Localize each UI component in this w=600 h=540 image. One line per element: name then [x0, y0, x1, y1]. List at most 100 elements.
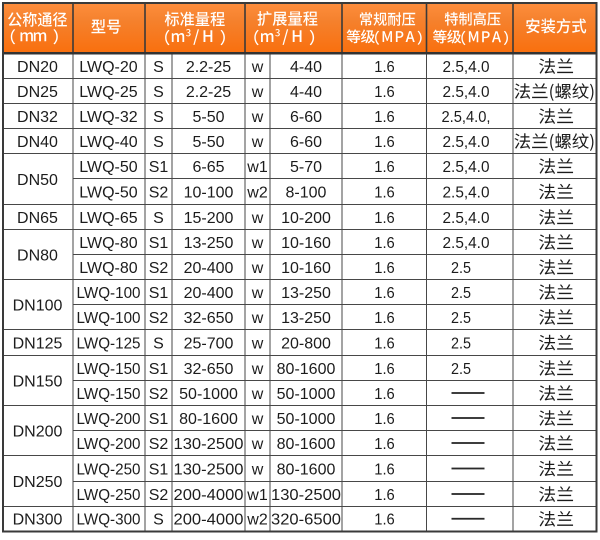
- svg-text:S2: S2: [149, 436, 169, 453]
- svg-text:S2: S2: [149, 260, 169, 277]
- svg-text:1.6: 1.6: [374, 512, 395, 529]
- svg-text:LWQ-125: LWQ-125: [77, 335, 141, 352]
- svg-text:S1: S1: [149, 361, 169, 378]
- svg-text:10-100: 10-100: [184, 184, 234, 201]
- svg-text:25-700: 25-700: [184, 335, 234, 352]
- svg-text:LWQ-80: LWQ-80: [79, 260, 137, 277]
- svg-text:LWQ-150: LWQ-150: [77, 386, 141, 403]
- svg-text:130-2500: 130-2500: [271, 487, 341, 504]
- svg-text:DN25: DN25: [17, 84, 58, 101]
- svg-text:DN80: DN80: [17, 247, 58, 264]
- svg-text:80-1600: 80-1600: [277, 361, 336, 378]
- svg-text:1.6: 1.6: [374, 109, 395, 126]
- svg-text:w: w: [251, 436, 264, 453]
- svg-text:1.6: 1.6: [374, 436, 395, 453]
- svg-text:LWQ-200: LWQ-200: [77, 436, 141, 453]
- svg-text:10-160: 10-160: [281, 260, 331, 277]
- svg-text:320-6500: 320-6500: [271, 512, 341, 529]
- svg-text:1.6: 1.6: [374, 134, 395, 151]
- svg-text:1.6: 1.6: [374, 310, 395, 327]
- svg-text:w2: w2: [246, 184, 268, 201]
- svg-text:LWQ-32: LWQ-32: [79, 109, 137, 126]
- svg-text:10-160: 10-160: [281, 235, 331, 252]
- svg-text:w: w: [251, 461, 264, 478]
- svg-text:S1: S1: [149, 411, 169, 428]
- svg-text:10-200: 10-200: [281, 210, 331, 227]
- svg-text:w1: w1: [246, 159, 268, 176]
- svg-text:DN100: DN100: [13, 297, 63, 314]
- svg-text:w1: w1: [246, 487, 268, 504]
- svg-text:LWQ-25: LWQ-25: [79, 84, 137, 101]
- svg-text:2.5: 2.5: [451, 310, 471, 327]
- svg-text:2.5: 2.5: [451, 285, 471, 302]
- svg-text:1.6: 1.6: [374, 159, 395, 176]
- svg-text:w: w: [251, 109, 264, 126]
- svg-text:w: w: [251, 235, 264, 252]
- svg-text:8-100: 8-100: [286, 184, 327, 201]
- svg-text:DN65: DN65: [17, 210, 58, 227]
- svg-text:w2: w2: [246, 512, 268, 529]
- svg-text:5-70: 5-70: [290, 159, 322, 176]
- svg-text:1.6: 1.6: [374, 487, 395, 504]
- svg-text:5-50: 5-50: [192, 134, 224, 151]
- svg-text:DN32: DN32: [17, 109, 58, 126]
- svg-text:1.6: 1.6: [374, 260, 395, 277]
- svg-text:80-1600: 80-1600: [277, 461, 336, 478]
- svg-text:S: S: [153, 84, 164, 101]
- svg-text:1.6: 1.6: [374, 59, 395, 76]
- svg-text:1.6: 1.6: [374, 461, 395, 478]
- svg-text:50-1000: 50-1000: [179, 386, 238, 403]
- svg-text:w: w: [251, 335, 264, 352]
- svg-text:1.6: 1.6: [374, 386, 395, 403]
- svg-text:130-2500: 130-2500: [174, 461, 244, 478]
- svg-text:200-4000: 200-4000: [174, 487, 244, 504]
- svg-text:DN300: DN300: [13, 512, 63, 529]
- svg-text:6-65: 6-65: [192, 159, 224, 176]
- svg-text:S: S: [153, 210, 164, 227]
- svg-text:2.5,4.0,: 2.5,4.0,: [442, 109, 491, 126]
- svg-text:1.6: 1.6: [374, 184, 395, 201]
- svg-text:w: w: [251, 310, 264, 327]
- svg-text:w: w: [251, 210, 264, 227]
- svg-text:LWQ-40: LWQ-40: [79, 134, 137, 151]
- svg-text:2.5,4.0: 2.5,4.0: [443, 235, 490, 252]
- svg-text:130-2500: 130-2500: [174, 436, 244, 453]
- svg-text:LWQ-250: LWQ-250: [77, 487, 141, 504]
- svg-text:15-200: 15-200: [184, 210, 234, 227]
- svg-text:S: S: [153, 109, 164, 126]
- svg-text:1.6: 1.6: [374, 285, 395, 302]
- svg-text:S: S: [153, 59, 164, 76]
- svg-text:S2: S2: [149, 487, 169, 504]
- svg-text:LWQ-100: LWQ-100: [77, 285, 141, 302]
- svg-text:DN125: DN125: [13, 335, 63, 352]
- svg-text:LWQ-80: LWQ-80: [79, 235, 137, 252]
- svg-text:LWQ-100: LWQ-100: [77, 310, 141, 327]
- svg-text:1.6: 1.6: [374, 361, 395, 378]
- svg-text:LWQ-150: LWQ-150: [77, 361, 141, 378]
- svg-text:S1: S1: [149, 235, 169, 252]
- svg-text:20-800: 20-800: [281, 335, 331, 352]
- svg-text:13-250: 13-250: [184, 235, 234, 252]
- svg-text:2.5: 2.5: [451, 361, 471, 378]
- svg-text:LWQ-50: LWQ-50: [79, 159, 137, 176]
- svg-text:DN150: DN150: [13, 373, 63, 390]
- svg-text:1.6: 1.6: [374, 84, 395, 101]
- svg-text:DN50: DN50: [17, 172, 58, 189]
- svg-text:2.2-25: 2.2-25: [186, 59, 231, 76]
- svg-text:80-1600: 80-1600: [277, 436, 336, 453]
- svg-text:200-4000: 200-4000: [174, 512, 244, 529]
- svg-text:13-250: 13-250: [281, 285, 331, 302]
- svg-text:DN40: DN40: [17, 134, 58, 151]
- svg-text:80-1600: 80-1600: [179, 411, 238, 428]
- svg-text:DN250: DN250: [13, 474, 63, 491]
- svg-text:S: S: [153, 512, 164, 529]
- svg-text:w: w: [251, 84, 264, 101]
- svg-text:2.5: 2.5: [451, 335, 471, 352]
- svg-text:w: w: [251, 386, 264, 403]
- svg-text:w: w: [251, 285, 264, 302]
- svg-text:32-650: 32-650: [184, 361, 234, 378]
- svg-text:S: S: [153, 134, 164, 151]
- svg-text:2.5,4.0: 2.5,4.0: [443, 59, 490, 76]
- svg-text:LWQ-65: LWQ-65: [79, 210, 137, 227]
- svg-text:1.6: 1.6: [374, 411, 395, 428]
